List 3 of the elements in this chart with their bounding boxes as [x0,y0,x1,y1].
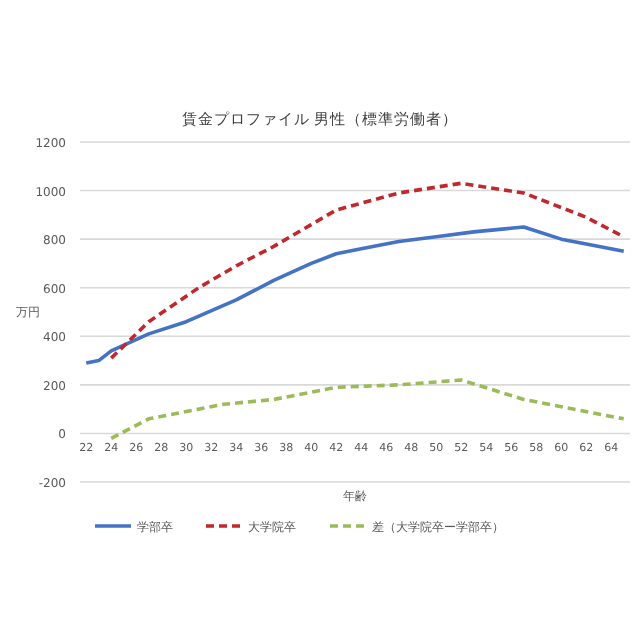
line-series [84,225,626,365]
line-series [109,378,626,441]
line-series [109,181,626,360]
